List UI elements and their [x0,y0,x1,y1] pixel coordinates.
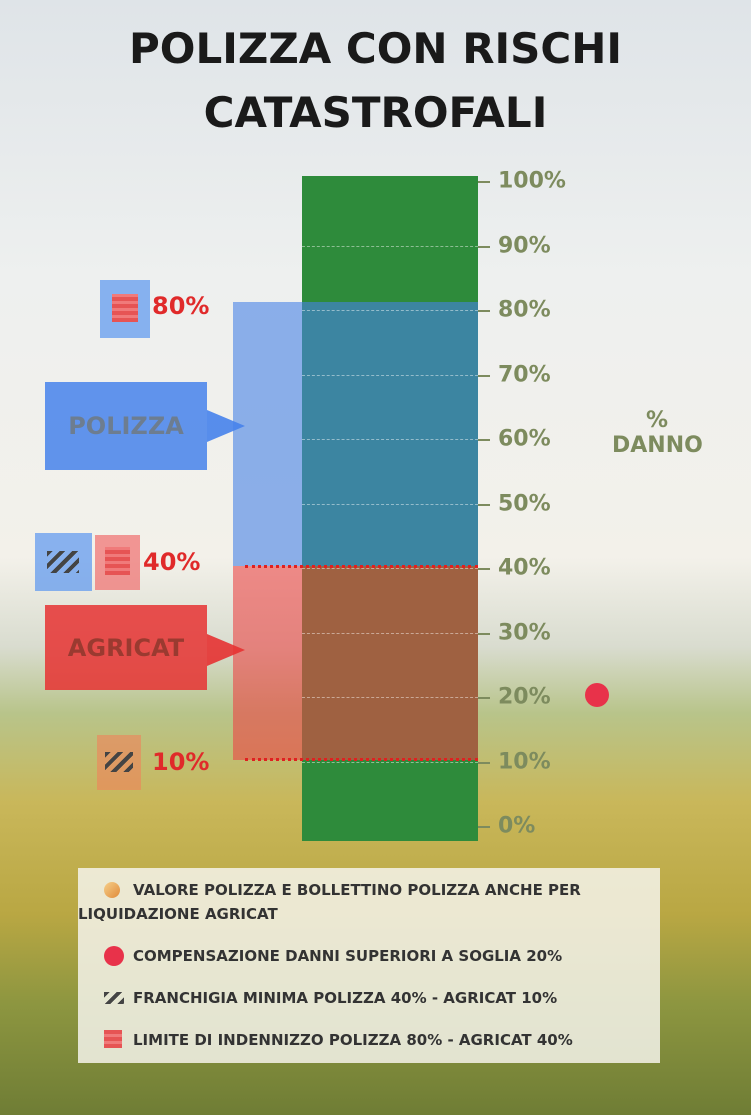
grid-line [302,632,478,634]
grid-line [302,568,478,569]
tick-mark [478,568,490,570]
tick-mark [478,826,490,828]
tick-mark [478,245,490,248]
grid-line [302,374,478,376]
tick-label: 50% [498,491,551,516]
grid-line [302,245,478,247]
tick-label: 80% [498,297,551,323]
marker-box [35,533,92,591]
marker-box [95,535,140,590]
axis-label: % DANNO [612,408,703,458]
legend-text: FRANCHIGIA MINIMA POLIZZA 40% - AGRICAT … [133,989,558,1007]
tick-mark [478,374,490,377]
tick-label: 10% [498,749,551,774]
marker-label: 10% [152,748,210,776]
tick-mark [478,761,490,764]
tick-mark [478,632,490,635]
tick-label: 90% [498,233,551,258]
tick-mark [478,310,490,312]
legend-text: COMPENSAZIONE DANNI SUPERIORI A SOGLIA 2… [133,947,563,965]
polizza-band [233,302,478,566]
marker-box [100,280,150,338]
polizza-box: POLIZZA [45,382,207,470]
threshold-line [245,758,478,761]
legend-text: LIMITE DI INDENNIZZO POLIZZA 80% - AGRIC… [133,1031,573,1049]
tick-mark [478,503,490,506]
tick-mark [478,439,490,441]
grid-line [302,697,478,698]
tick-label: 60% [498,426,551,452]
grid-line [302,310,478,311]
arrow [207,634,245,666]
agricat-box: AGRICAT [45,605,207,690]
axis-label-line: DANNO [612,433,703,458]
title-line: CATASTROFALI [203,88,548,137]
tick-label: 100% [498,168,566,194]
grid-line [302,503,478,505]
tick-label: 40% [498,555,551,581]
marker-label: 40% [143,548,201,576]
grid-line [302,439,478,440]
tick-label: 30% [498,620,551,645]
grid-line [302,761,478,763]
threshold-line [245,565,478,568]
legend: VALORE POLIZZA E BOLLETTINO POLIZZA ANCH… [78,868,660,1063]
marker-label: 80% [152,292,210,320]
tick-mark [478,181,490,183]
axis-label-line: % [645,408,669,433]
marker-box [97,735,141,790]
legend-text: VALORE POLIZZA E BOLLETTINO POLIZZA ANCH… [78,881,581,923]
tick-label: 0% [498,813,536,839]
tick-label: 20% [498,684,551,710]
tick-mark [478,697,490,699]
threshold-dot [585,683,609,707]
title-line: POLIZZA CON RISCHI [128,24,623,73]
arrow [207,410,245,442]
agricat-band [233,566,478,760]
tick-label: 70% [498,362,551,387]
